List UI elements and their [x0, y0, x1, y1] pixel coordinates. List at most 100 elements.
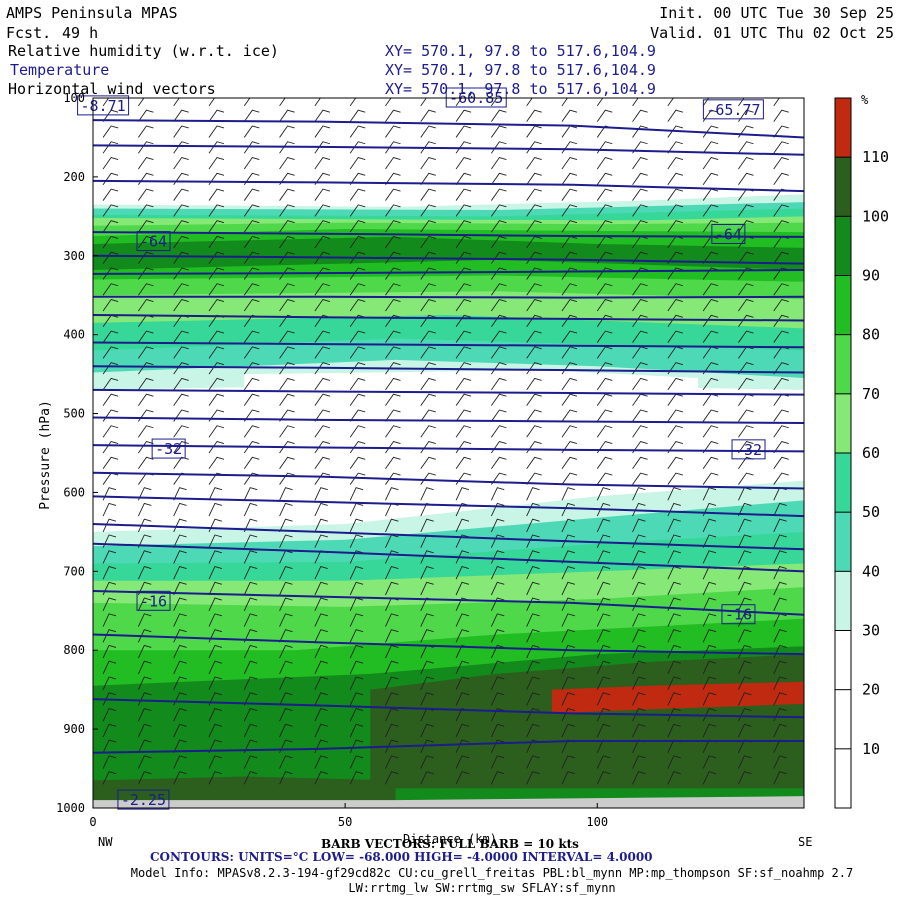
wind-barb-184 — [243, 235, 260, 249]
wind-barb-625 — [279, 581, 293, 596]
wind-barb-207 — [349, 251, 366, 264]
wind-barb-759 — [773, 676, 787, 690]
wind-barb-869 — [420, 771, 434, 785]
wind-barb-276 — [667, 299, 684, 312]
wind-barb-30 — [455, 109, 472, 122]
wind-barb-289 — [420, 314, 436, 328]
wind-barb-674 — [596, 613, 611, 627]
wind-barb-229 — [420, 267, 436, 280]
wind-barb-781 — [137, 707, 152, 722]
wind-barb-61 — [138, 141, 154, 154]
y-tick-label-300: 300 — [63, 249, 85, 263]
wind-barb-121 — [138, 188, 154, 201]
wind-barb-630 — [455, 581, 470, 596]
wind-barb-136 — [667, 188, 684, 201]
wind-barb-88 — [385, 157, 401, 170]
wind-barb-598 — [738, 550, 752, 564]
wind-barb-31 — [490, 109, 507, 122]
wind-barb-590 — [455, 550, 470, 564]
wind-barb-68 — [385, 141, 401, 154]
wind-barb-153 — [561, 204, 578, 217]
colorbar-unit: % — [861, 93, 869, 107]
wind-barb-741 — [137, 676, 152, 690]
wind-barb-254 — [596, 283, 613, 296]
wind-barb-11 — [490, 98, 498, 107]
wind-barb-84 — [243, 157, 260, 170]
wind-barb-245 — [279, 283, 295, 296]
wind-barb-74 — [596, 141, 613, 154]
wind-barb-852 — [526, 755, 540, 769]
wind-barb-60 — [102, 141, 119, 154]
wind-barb-596 — [667, 550, 681, 564]
wind-barb-24 — [243, 109, 260, 122]
colorbar-label-70: 70 — [862, 385, 880, 403]
wind-barb-715 — [632, 644, 646, 659]
contour-label-0: -8.71 — [81, 97, 126, 115]
wind-barb-805 — [279, 723, 293, 738]
wind-barb-90 — [455, 157, 472, 170]
wind-barb-182 — [173, 235, 189, 249]
wind-barb-662 — [173, 613, 187, 627]
wind-barb-329 — [420, 346, 436, 359]
wind-barb-206 — [314, 251, 331, 264]
wind-barb-376 — [667, 377, 684, 391]
wind-barb-784 — [243, 707, 258, 722]
wind-barb-293 — [561, 314, 578, 328]
wind-barb-860 — [102, 771, 117, 785]
wind-barb-220 — [102, 267, 119, 280]
wind-barb-632 — [526, 581, 540, 596]
wind-barb-251 — [490, 283, 507, 296]
wind-barb-695 — [632, 629, 646, 643]
wind-barb-365 — [279, 377, 295, 391]
wind-barb-643 — [208, 597, 223, 611]
contour-label-8: -16 — [725, 606, 752, 624]
wind-barb-328 — [385, 346, 401, 359]
wind-barb-706 — [314, 644, 328, 659]
wind-barb-122 — [173, 188, 189, 201]
y-axis-label: Pressure (hPa) — [38, 400, 53, 510]
temperature-contour-0 — [93, 119, 804, 139]
wind-barb-226 — [314, 267, 331, 280]
wind-barb-610 — [455, 565, 470, 580]
wind-barb-865 — [279, 771, 293, 785]
colorbar-bin-60 — [835, 393, 851, 453]
wind-barb-724 — [243, 660, 258, 675]
wind-barb-619 — [773, 565, 787, 580]
wind-barb-665 — [279, 613, 293, 627]
wind-barb-374 — [596, 377, 613, 391]
wind-barb-540 — [102, 518, 117, 533]
colorbar-bin-30 — [835, 571, 851, 631]
wind-barb-304 — [243, 330, 260, 343]
wind-barb-149 — [420, 204, 436, 217]
wind-barb-448 — [385, 441, 401, 454]
wind-barb-846 — [314, 755, 328, 769]
wind-barb-699 — [773, 629, 787, 643]
wind-barb-493 — [561, 472, 578, 485]
wind-barb-242 — [173, 283, 189, 296]
wind-barb-551 — [490, 518, 505, 533]
wind-barb-375 — [632, 377, 648, 391]
temperature-contour-5 — [93, 268, 804, 275]
wind-barb-265 — [279, 299, 295, 312]
wind-barb-459 — [773, 441, 789, 454]
wind-barb-34 — [596, 109, 613, 122]
wind-barb-847 — [349, 755, 364, 769]
wind-barb-172 — [526, 220, 542, 233]
wind-barb-96 — [667, 157, 684, 170]
wind-barb-629 — [420, 581, 434, 596]
wind-barb-639 — [773, 581, 787, 596]
wind-barb-269 — [420, 299, 436, 312]
wind-barb-340 — [102, 362, 119, 375]
wind-barb-804 — [243, 723, 258, 738]
wind-barb-726 — [314, 660, 328, 675]
wind-barb-445 — [279, 441, 295, 454]
wind-barb-413 — [561, 409, 578, 422]
y-tick-label-1000: 1000 — [56, 801, 85, 815]
wind-barb-210 — [455, 251, 472, 264]
wind-barb-257 — [702, 283, 719, 296]
wind-barb-108 — [385, 172, 401, 186]
wind-barb-156 — [667, 204, 684, 217]
y-tick-label-700: 700 — [63, 564, 85, 578]
wind-barb-644 — [243, 597, 258, 611]
wind-barb-531 — [490, 502, 505, 517]
